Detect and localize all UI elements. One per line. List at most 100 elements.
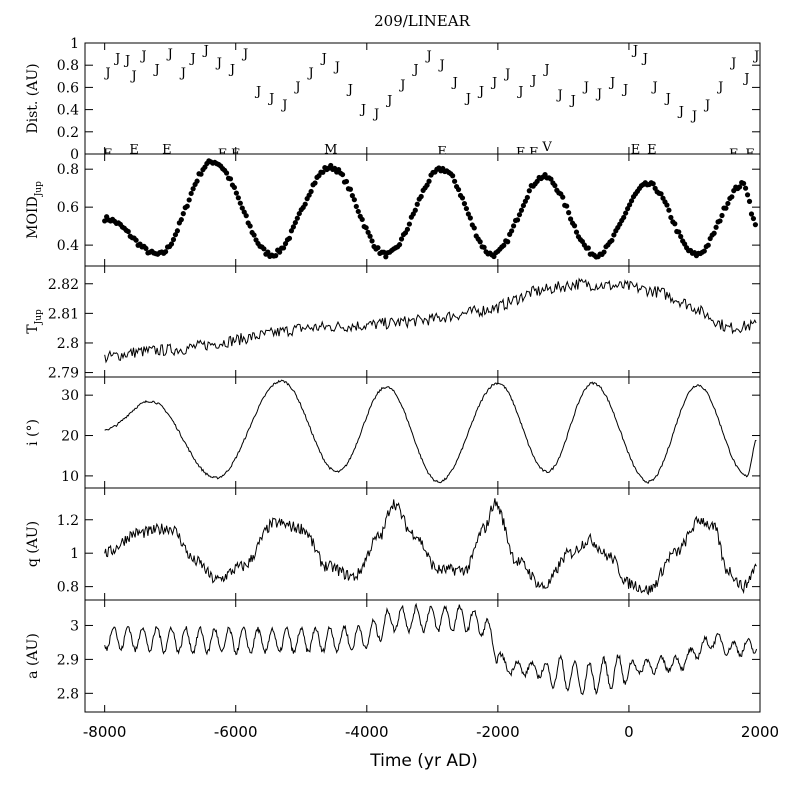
moid-point [286, 235, 293, 241]
y-tick-label: 0.4 [57, 238, 79, 254]
data-point-J: J [438, 58, 445, 73]
moid-point [678, 233, 684, 240]
moid-point [664, 202, 670, 208]
y-tick-label: 0.8 [57, 58, 79, 74]
y-tick-label: 0.8 [57, 162, 79, 178]
y-tick-label: 1.2 [57, 513, 79, 529]
moid-point [717, 218, 723, 224]
series-line-incl [104, 379, 757, 484]
moid-point [302, 201, 308, 207]
y-axis-label: TJup [25, 309, 44, 334]
moid-point [463, 205, 470, 212]
moid-point [125, 228, 131, 235]
moid-point [280, 245, 287, 251]
moid-point [290, 224, 296, 230]
y-tick-label: 2.9 [57, 652, 79, 668]
moid-point [455, 186, 462, 193]
x-axis-label: Time (yr AD) [369, 751, 477, 771]
moid-point [198, 171, 204, 177]
moid-point [705, 242, 711, 248]
moid-point [450, 173, 456, 179]
data-point-J: J [411, 62, 418, 77]
moid-point [404, 226, 411, 232]
x-tick-label: -2000 [476, 723, 520, 741]
moid-point [339, 171, 346, 178]
moid-point [668, 214, 674, 221]
moid-point [243, 213, 249, 219]
moid-point [406, 221, 412, 227]
data-point-J: J [529, 74, 536, 89]
data-point-E: E [218, 147, 228, 162]
y-tick-label: 0.6 [57, 200, 79, 216]
moid-point [308, 188, 314, 195]
moid-point [398, 236, 405, 242]
moid-point [524, 194, 530, 201]
moid-point [560, 194, 566, 200]
data-point-J: J [664, 91, 671, 106]
moid-point [294, 215, 300, 221]
data-point-J: J [189, 51, 196, 66]
y-tick-label: 1 [70, 546, 79, 562]
data-point-J: J [398, 78, 405, 93]
data-moid [102, 158, 759, 260]
moid-point [424, 182, 430, 188]
moid-point [465, 211, 471, 217]
moid-point [292, 219, 298, 226]
moid-point [601, 249, 607, 255]
y-tick-label: 2.82 [48, 277, 79, 293]
moid-point [223, 170, 230, 176]
x-tick-label: -4000 [345, 723, 389, 741]
moid-point [548, 176, 554, 182]
y-tick-label: 1 [70, 36, 79, 52]
moid-point [514, 217, 521, 223]
moid-point [265, 249, 271, 255]
y-axis-label: Dist. (AU) [25, 63, 41, 133]
data-a [104, 602, 758, 696]
moid-point [328, 162, 334, 169]
moid-point [239, 205, 245, 211]
moid-point [277, 249, 283, 255]
moid-point [186, 197, 192, 203]
y-axis-label: a (AU) [25, 633, 41, 679]
moid-point [573, 229, 580, 235]
moid-point [102, 218, 108, 224]
moid-point [237, 200, 243, 206]
data-point-E: E [647, 142, 657, 157]
y-tick-label: 0.8 [57, 580, 79, 596]
moid-point [491, 253, 497, 260]
moid-point [520, 202, 527, 209]
moid-point [701, 248, 707, 254]
x-axis: -8000 -6000 -4000 -2000 0 2000 [83, 723, 779, 741]
moid-point [184, 203, 190, 209]
data-point-J: J [152, 62, 159, 77]
moid-point [312, 180, 318, 186]
y-axis-label: q (AU) [25, 521, 41, 567]
chart-title: 209/LINEAR [374, 12, 470, 30]
moid-point [296, 210, 302, 217]
moid-point [713, 224, 719, 230]
moid-point [585, 245, 591, 251]
data-point-J: J [103, 66, 110, 81]
data-point-E: E [516, 146, 526, 161]
moid-point [426, 178, 432, 184]
moid-point [625, 206, 631, 212]
data-point-J: J [582, 80, 589, 95]
data-point-J: J [179, 66, 186, 81]
moid-point [477, 239, 483, 245]
moid-point [190, 186, 196, 192]
data-point-J: J [359, 102, 366, 117]
data-point-J: J [703, 98, 710, 113]
data-point-E: E [729, 147, 739, 162]
moid-point [509, 228, 515, 234]
data-tjup [104, 277, 757, 364]
moid-point [363, 225, 369, 231]
data-point-J: J [641, 51, 648, 66]
data-point-J: J [516, 85, 523, 100]
data-point-J: J [631, 44, 638, 59]
series-line-q [104, 498, 757, 596]
moid-point [143, 245, 149, 252]
data-point-E: E [437, 145, 447, 160]
data-point-E: E [103, 147, 113, 162]
data-point-J: J [166, 47, 173, 62]
moid-point [375, 245, 381, 251]
